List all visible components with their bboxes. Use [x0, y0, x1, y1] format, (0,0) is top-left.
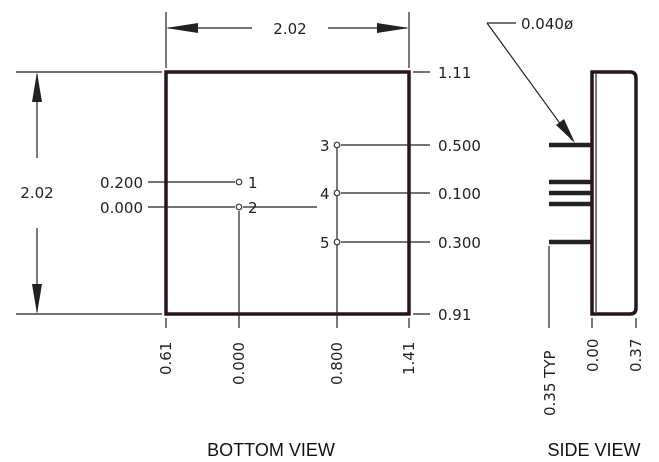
arrowhead [556, 119, 575, 143]
arrowhead [166, 23, 198, 33]
dim-0-300: 0.300 [438, 234, 481, 252]
dim-side-0-37: 0.37 [627, 339, 645, 372]
width-label: 2.02 [273, 20, 306, 38]
dim-0-800: 0.800 [328, 342, 346, 385]
arrowhead [32, 72, 42, 102]
dim-0-500: 0.500 [438, 137, 481, 155]
pin-2-label: 2 [248, 199, 258, 217]
dim-0-61: 0.61 [157, 342, 175, 375]
dim-0-000-left: 0.000 [100, 199, 143, 217]
module-side-profile [590, 70, 638, 316]
pin-3-hole [333, 141, 341, 149]
bottom-view-caption: BOTTOM VIEW [207, 440, 335, 460]
dim-1-41: 1.41 [400, 342, 418, 375]
dim-1-11: 1.11 [438, 64, 471, 82]
dim-0-200: 0.200 [100, 174, 143, 192]
pin-5-hole [333, 238, 341, 246]
pin-4-label: 4 [320, 185, 330, 203]
dim-side-0-00: 0.00 [584, 339, 602, 372]
height-dimension: 2.02 [16, 71, 162, 315]
dim-0-100: 0.100 [438, 185, 481, 203]
height-label: 2.02 [20, 184, 53, 202]
pin-1-label: 1 [248, 174, 258, 192]
pin-length-label: 0.35 TYP [541, 350, 559, 416]
arrowhead [32, 284, 42, 314]
dim-0-91: 0.91 [438, 306, 471, 324]
pin-diameter-label: 0.040ø [521, 15, 573, 33]
pin-3-label: 3 [320, 137, 330, 155]
side-view-caption: SIDE VIEW [547, 440, 640, 460]
width-dimension: 2.02 [165, 12, 410, 68]
dim-0-000-bottom: 0.000 [230, 342, 248, 385]
pin-5-label: 5 [320, 234, 330, 252]
bottom-view: 2.02 2.02 1.11 0.91 0.200 0.000 1 2 [16, 12, 481, 460]
pin-4-hole [333, 189, 341, 197]
pin-2-hole [235, 203, 243, 211]
arrowhead [377, 23, 409, 33]
pin-1-hole [235, 178, 243, 186]
side-view: 0.040ø 0.35 TYP 0.00 0.37 SIDE VIEW [486, 15, 645, 460]
